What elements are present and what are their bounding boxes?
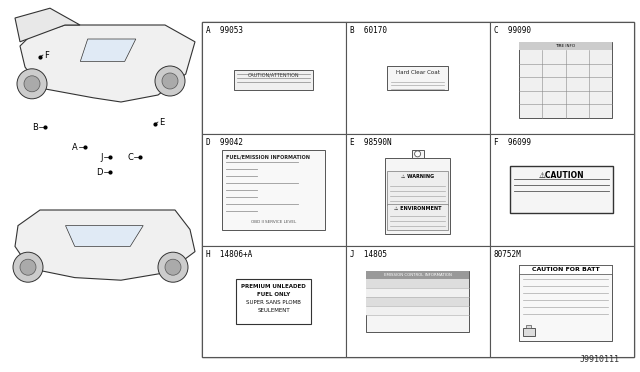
Bar [385, 158, 450, 234]
Text: ⚠CAUTION: ⚠CAUTION [539, 171, 584, 180]
PathPatch shape [80, 39, 136, 61]
Bar [519, 265, 612, 341]
Text: EMISSION CONTROL INFORMATION: EMISSION CONTROL INFORMATION [383, 273, 452, 277]
Bar [222, 150, 326, 230]
Bar [234, 70, 313, 90]
Text: SEULEMENT: SEULEMENT [257, 308, 290, 313]
PathPatch shape [15, 210, 195, 280]
Text: B  60170: B 60170 [349, 26, 387, 35]
Text: F  96099: F 96099 [493, 138, 531, 147]
Bar [412, 150, 424, 158]
Bar [387, 205, 448, 230]
Bar [519, 42, 612, 50]
Text: PREMIUM UNLEADED: PREMIUM UNLEADED [241, 284, 306, 289]
Text: H  14806+A: H 14806+A [205, 250, 252, 259]
Bar [366, 271, 470, 279]
Bar [366, 306, 470, 315]
Bar [366, 296, 470, 306]
Text: E: E [159, 118, 164, 126]
Bar [510, 166, 614, 213]
Text: OBD II SERVICE LEVEL: OBD II SERVICE LEVEL [251, 220, 296, 224]
Bar [346, 246, 490, 357]
Circle shape [158, 252, 188, 282]
Text: 80752M: 80752M [493, 250, 522, 259]
Bar [202, 246, 346, 357]
Bar [236, 279, 311, 324]
Text: J  14805: J 14805 [349, 250, 387, 259]
Bar [366, 271, 470, 332]
Text: ⚠ ENVIRONMENT: ⚠ ENVIRONMENT [394, 206, 442, 211]
Text: J9910111: J9910111 [580, 355, 620, 364]
Text: CAUTION/ATTENTION: CAUTION/ATTENTION [248, 72, 300, 77]
Text: F: F [44, 51, 49, 60]
Text: ⚠ WARNING: ⚠ WARNING [401, 174, 434, 179]
Text: A: A [72, 142, 78, 151]
Text: B: B [32, 122, 38, 131]
Circle shape [17, 69, 47, 99]
Bar [490, 246, 634, 357]
Bar [346, 22, 490, 134]
Bar [366, 279, 470, 288]
Circle shape [24, 76, 40, 92]
Text: Hard Clear Coat: Hard Clear Coat [396, 70, 440, 75]
Circle shape [20, 259, 36, 275]
Bar [366, 288, 470, 296]
Bar [490, 22, 634, 134]
Text: A  99053: A 99053 [205, 26, 243, 35]
Text: FUEL/EMISSION INFORMATION: FUEL/EMISSION INFORMATION [226, 154, 310, 160]
Text: E  98590N: E 98590N [349, 138, 391, 147]
Text: SUPER SANS PLOMB: SUPER SANS PLOMB [246, 300, 301, 305]
Bar [387, 66, 448, 90]
PathPatch shape [65, 225, 143, 246]
Bar [346, 134, 490, 246]
PathPatch shape [15, 8, 80, 42]
Bar [202, 22, 634, 357]
Text: CAUTION FOR BATT: CAUTION FOR BATT [532, 267, 600, 272]
Bar [526, 325, 531, 328]
Bar [523, 328, 535, 336]
Bar [387, 171, 448, 205]
Bar [519, 42, 612, 118]
Text: C  99090: C 99090 [493, 26, 531, 35]
Text: D  99042: D 99042 [205, 138, 243, 147]
Bar [202, 134, 346, 246]
Circle shape [155, 66, 185, 96]
Circle shape [13, 252, 43, 282]
Text: TIRE INFO: TIRE INFO [556, 44, 575, 48]
Bar [519, 265, 612, 275]
Circle shape [415, 151, 420, 157]
Bar [202, 22, 346, 134]
Text: J: J [100, 153, 103, 161]
PathPatch shape [20, 25, 195, 102]
Circle shape [165, 259, 181, 275]
Bar [490, 134, 634, 246]
Text: C: C [127, 153, 133, 161]
Text: FUEL ONLY: FUEL ONLY [257, 292, 290, 297]
Text: D: D [97, 167, 103, 176]
Circle shape [162, 73, 178, 89]
